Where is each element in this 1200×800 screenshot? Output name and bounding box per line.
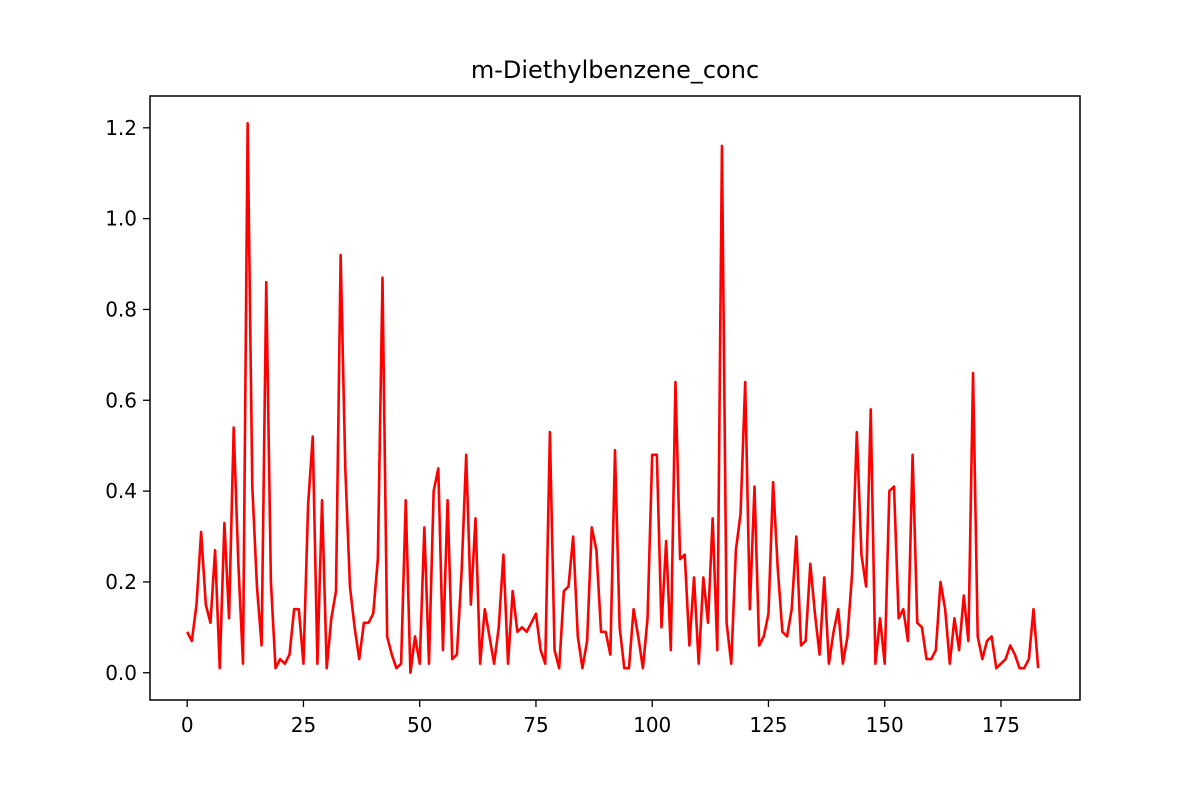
- x-tick-label: 100: [633, 713, 671, 737]
- x-tick-label: 50: [407, 713, 432, 737]
- x-tick-label: 0: [181, 713, 194, 737]
- y-tick-label: 0.2: [105, 570, 137, 594]
- x-axis: 0 25 50 75 100 125 150 175: [181, 700, 1020, 737]
- plot-area: 0 25 50 75 100 125 150 175 0.0 0.2 0.4 0.6 0.8 1.0 1.…: [105, 95, 1081, 737]
- x-tick-label: 125: [749, 713, 787, 737]
- chart-title: m-Diethylbenzene_conc: [471, 56, 759, 84]
- y-tick-label: 0.8: [105, 297, 137, 321]
- y-tick-label: 1.0: [105, 207, 137, 231]
- x-tick-label: 25: [291, 713, 316, 737]
- x-tick-label: 175: [982, 713, 1020, 737]
- series-line: [186, 121, 1040, 675]
- x-tick-label: 75: [523, 713, 548, 737]
- y-tick-label: 0.0: [105, 661, 137, 685]
- axes-frame: [149, 95, 1081, 701]
- y-tick-label: 1.2: [105, 116, 137, 140]
- series-layer: [186, 121, 1040, 675]
- y-tick-label: 0.4: [105, 479, 137, 503]
- y-tick-label: 0.6: [105, 388, 137, 412]
- y-axis: 0.0 0.2 0.4 0.6 0.8 1.0 1.2: [105, 116, 150, 685]
- x-tick-label: 150: [866, 713, 904, 737]
